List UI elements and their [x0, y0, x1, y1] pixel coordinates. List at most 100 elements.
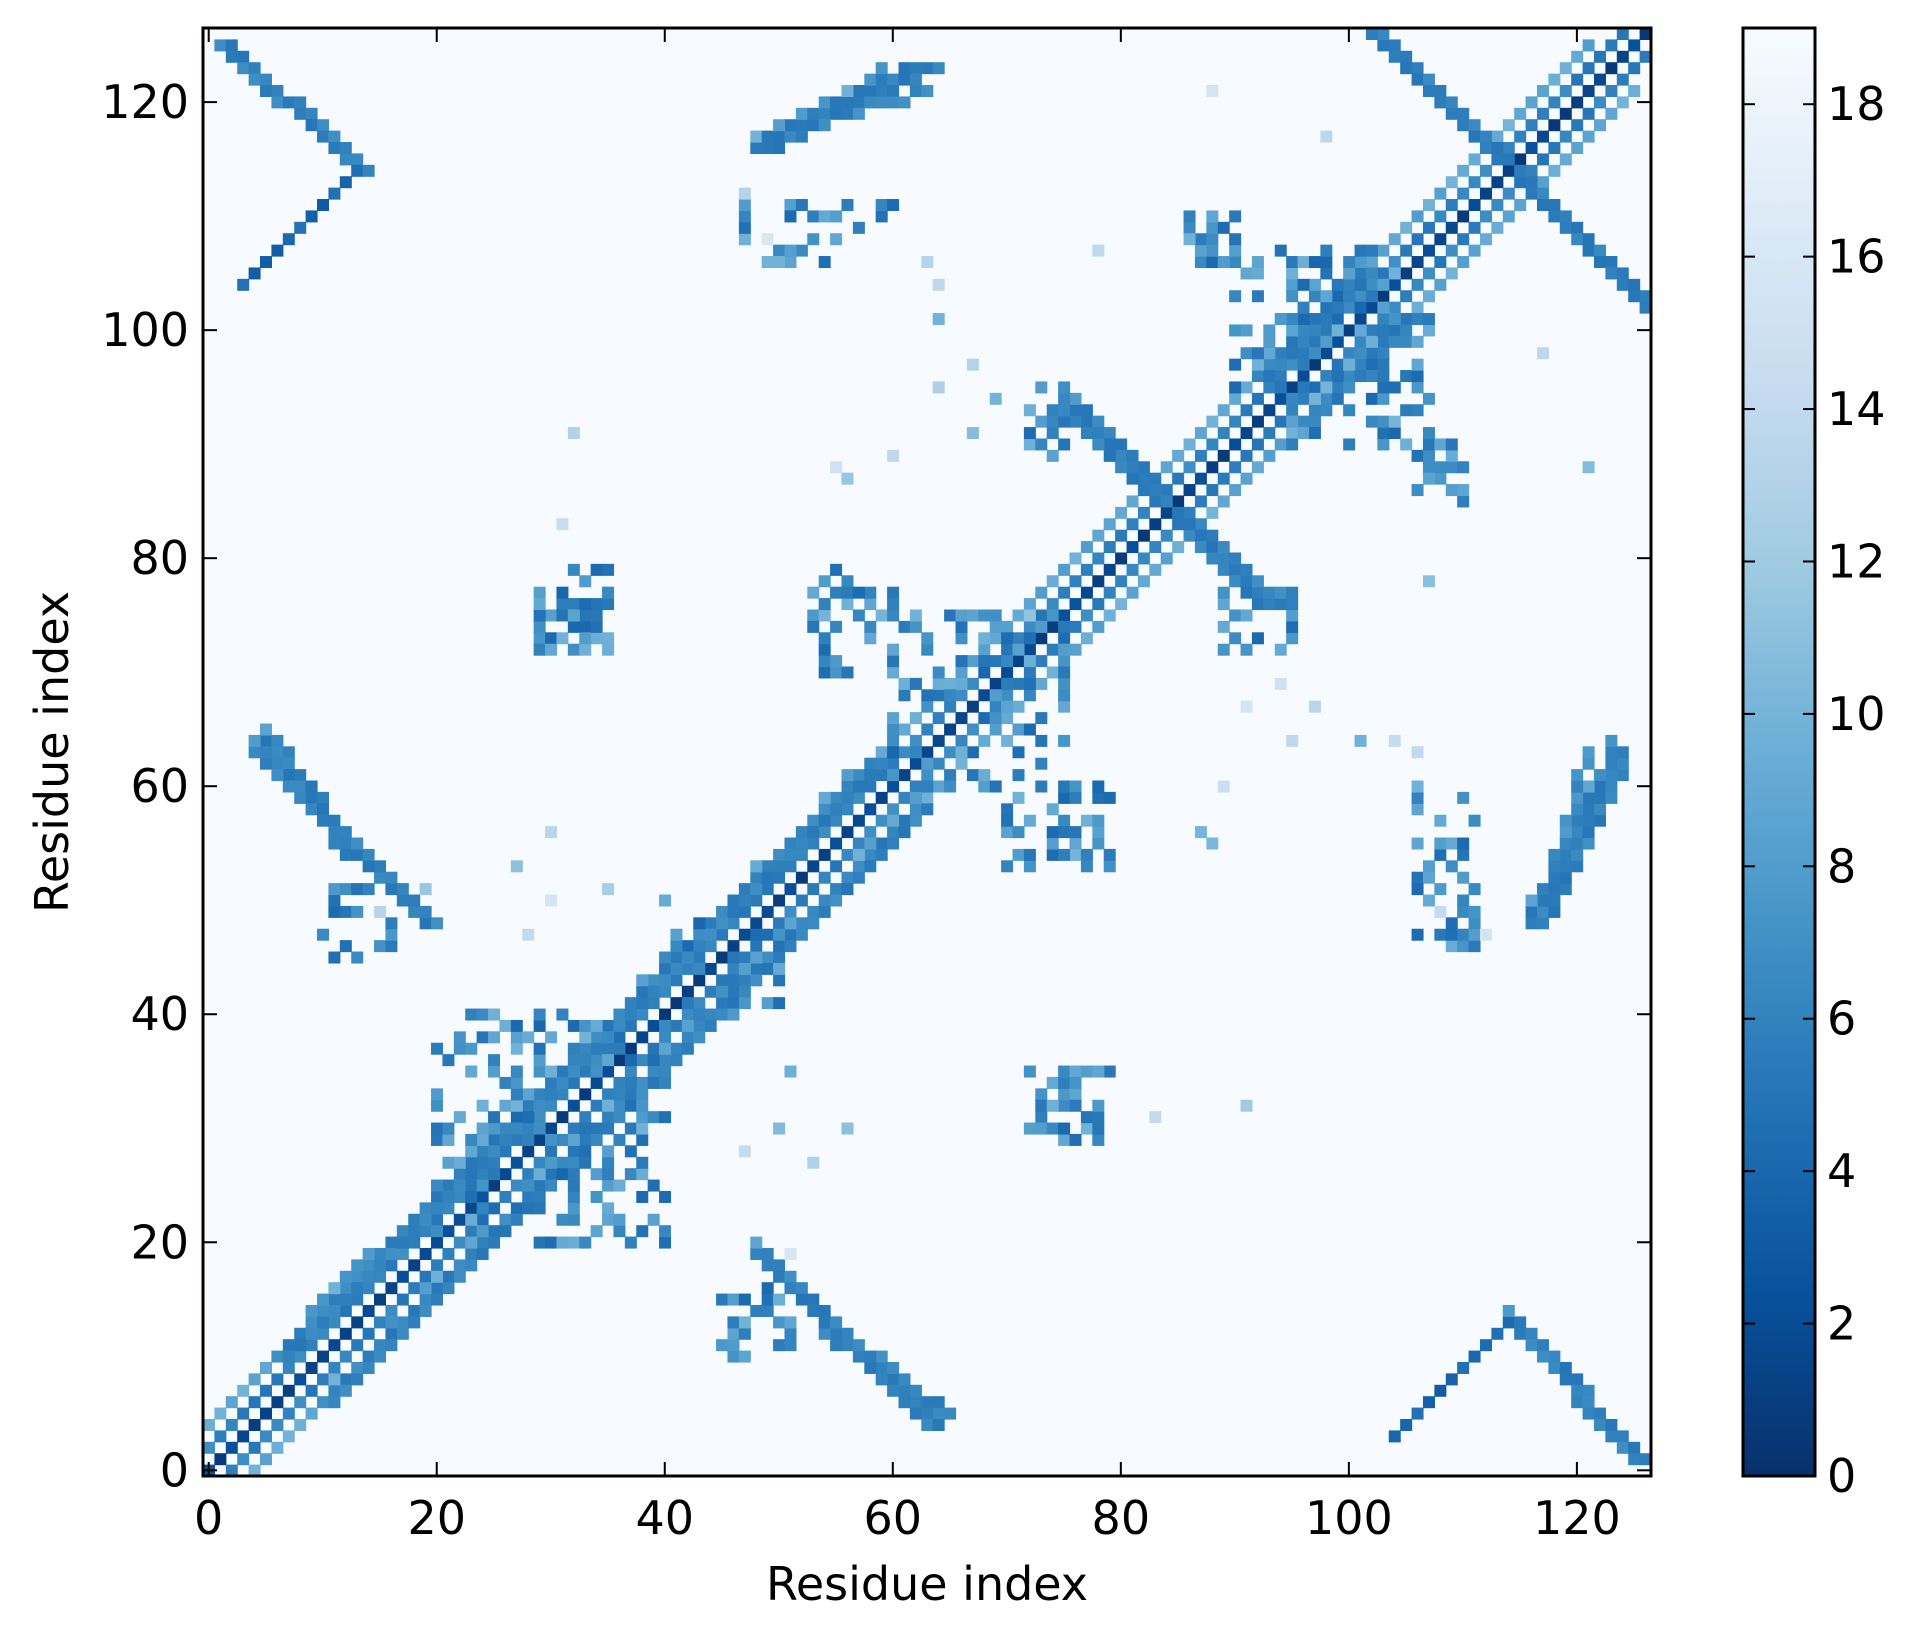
heatmap-cell [659, 1225, 672, 1238]
heatmap-cell [408, 1282, 421, 1295]
heatmap-cell [282, 757, 295, 770]
heatmap-cell [260, 73, 273, 86]
heatmap-cell [887, 1361, 900, 1374]
heatmap-cell [1160, 506, 1173, 519]
heatmap-cell [773, 951, 786, 964]
heatmap-cell [830, 233, 843, 246]
heatmap-cell [841, 883, 854, 896]
heatmap-cell [1605, 85, 1618, 98]
heatmap-cell [522, 1099, 535, 1112]
heatmap-cell [1331, 324, 1344, 337]
heatmap-cell [1639, 50, 1651, 63]
heatmap-cell [317, 119, 330, 132]
heatmap-cell [1274, 244, 1287, 257]
heatmap-cell [1400, 404, 1413, 417]
heatmap-cell [1343, 370, 1356, 383]
heatmap-cell [1605, 734, 1618, 747]
heatmap-cell [282, 96, 295, 109]
heatmap-cell [317, 814, 330, 827]
heatmap-cell [442, 1282, 455, 1295]
heatmap-cell [1058, 1133, 1071, 1146]
heatmap-cell [396, 1316, 409, 1329]
heatmap-cell [567, 1133, 580, 1146]
heatmap-cell [1023, 632, 1036, 645]
heatmap-cell [636, 1156, 649, 1169]
heatmap-cell [1035, 734, 1048, 747]
heatmap-cell [362, 848, 375, 861]
heatmap-cell [579, 1133, 592, 1146]
heatmap-cell [1263, 381, 1276, 394]
heatmap-cell [1445, 1373, 1458, 1386]
heatmap-cell [567, 1054, 580, 1067]
heatmap-cell [1229, 632, 1242, 645]
heatmap-cell [761, 256, 774, 269]
heatmap-cell [795, 826, 808, 839]
heatmap-cell [1468, 244, 1481, 257]
heatmap-cell [260, 746, 273, 759]
heatmap-cell [1183, 506, 1196, 519]
heatmap-cell [1058, 563, 1071, 576]
heatmap-cell [1229, 290, 1242, 303]
heatmap-cell [875, 757, 888, 770]
heatmap-cell [545, 1099, 558, 1112]
heatmap-cell [807, 860, 820, 873]
heatmap-cell [1035, 1111, 1048, 1124]
heatmap-cell [442, 1054, 455, 1067]
heatmap-cell [1103, 449, 1116, 462]
heatmap-cell [351, 1293, 364, 1306]
heatmap-cell [1058, 392, 1071, 405]
heatmap-cell [1388, 278, 1401, 291]
heatmap-cell [1035, 381, 1048, 394]
heatmap-cell [727, 1293, 740, 1306]
heatmap-cell [875, 1361, 888, 1374]
heatmap-cell [545, 1065, 558, 1078]
heatmap-cell [476, 1236, 489, 1249]
heatmap-cell [1616, 278, 1629, 291]
heatmap-cell [1582, 791, 1595, 804]
heatmap-cell [1491, 221, 1504, 234]
heatmap-cell [237, 50, 250, 63]
heatmap-cell [1046, 643, 1059, 656]
heatmap-cell [522, 1122, 535, 1135]
heatmap-cell [385, 1259, 398, 1272]
heatmap-cell [499, 1225, 512, 1238]
heatmap-cell [1308, 381, 1321, 394]
heatmap-cell [1297, 256, 1310, 269]
heatmap-cell [636, 1076, 649, 1089]
heatmap-cell [613, 1054, 626, 1067]
heatmap-cell [1069, 826, 1082, 839]
y-tick-label: 80 [130, 531, 189, 585]
heatmap-cell [1308, 347, 1321, 360]
heatmap-cell [1605, 62, 1618, 75]
heatmap-cell [1536, 883, 1549, 896]
heatmap-cell [1240, 381, 1253, 394]
heatmap-cell [818, 107, 831, 120]
heatmap-cell [852, 96, 865, 109]
heatmap-cell [567, 1179, 580, 1192]
heatmap-cell [385, 1304, 398, 1317]
heatmap-cell [545, 894, 558, 907]
heatmap-cell [1411, 278, 1424, 291]
heatmap-cell [271, 96, 284, 109]
heatmap-cell [795, 894, 808, 907]
heatmap-cell [1559, 1373, 1572, 1386]
heatmap-cell [602, 1122, 615, 1135]
heatmap-cell [602, 1054, 615, 1067]
heatmap-cell [476, 1031, 489, 1044]
heatmap-cell [1457, 233, 1470, 246]
heatmap-cell [841, 769, 854, 782]
heatmap-cell [898, 1384, 911, 1397]
heatmap-cell [510, 1122, 523, 1135]
heatmap-cell [761, 233, 774, 246]
heatmap-cell [1058, 381, 1071, 394]
heatmap-cell [1593, 769, 1606, 782]
heatmap-cell [1274, 643, 1287, 656]
heatmap-cell [271, 85, 284, 98]
heatmap-cell [841, 826, 854, 839]
heatmap-cell [590, 609, 603, 622]
heatmap-cell [738, 997, 751, 1010]
heatmap-cell [499, 1076, 512, 1089]
heatmap-cell [738, 928, 751, 941]
heatmap-cell [1012, 848, 1025, 861]
heatmap-cell [1080, 1065, 1093, 1078]
